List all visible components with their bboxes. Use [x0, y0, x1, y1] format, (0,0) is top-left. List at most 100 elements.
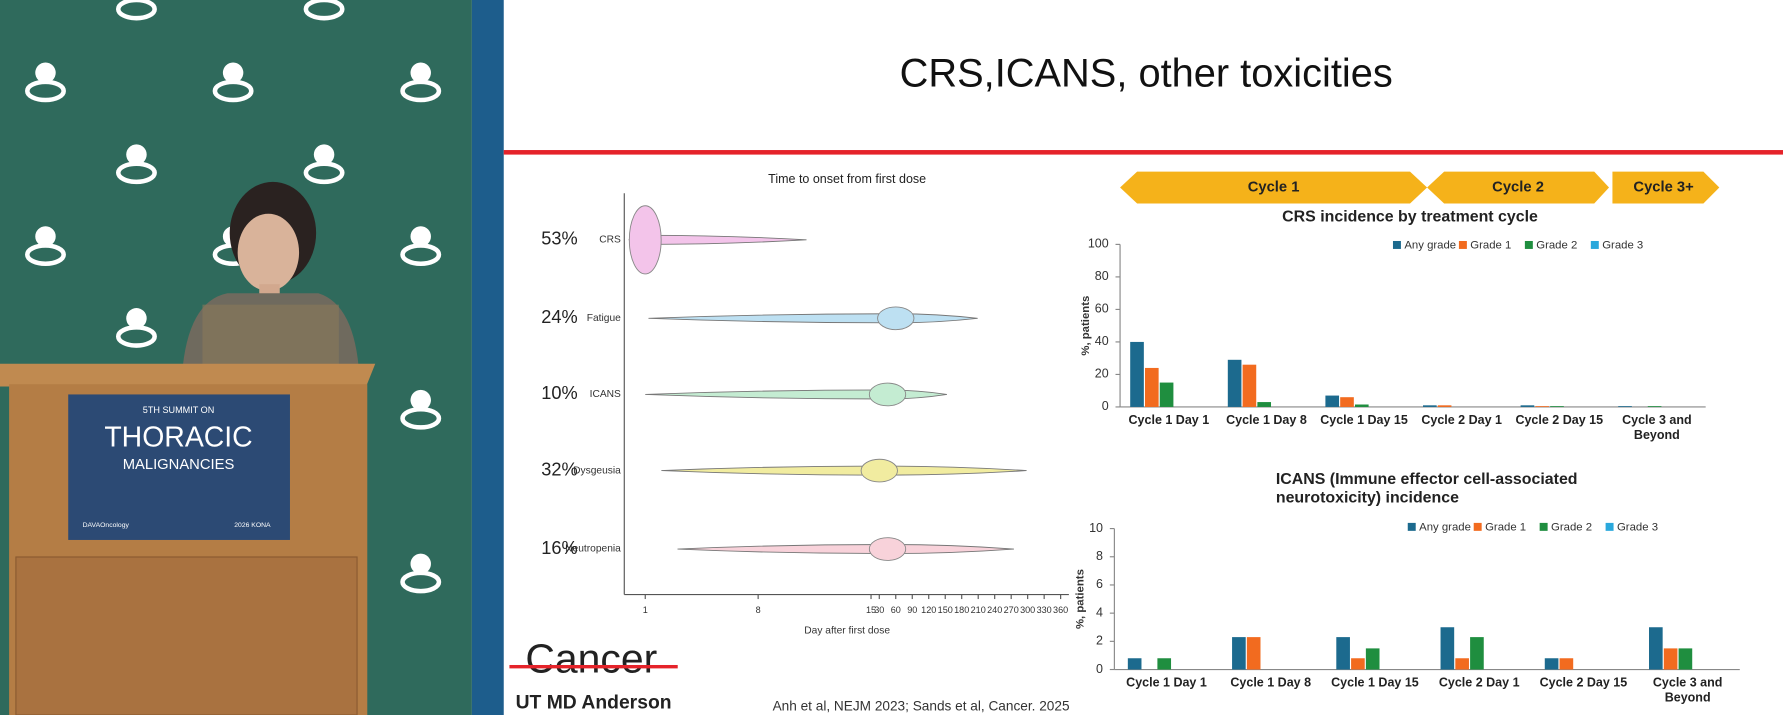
- category-label: Neutropenia: [565, 544, 621, 555]
- bar: [1336, 637, 1350, 670]
- bar: [1325, 395, 1340, 407]
- y-tick-label: 0: [1096, 662, 1103, 676]
- y-tick-label: 80: [1095, 269, 1109, 283]
- slide-title: CRS,ICANS, other toxicities: [900, 52, 1393, 96]
- x-tick-label: Cycle 3 and Beyond: [1622, 413, 1692, 442]
- y-tick-label: 2: [1096, 634, 1103, 648]
- category-label: Dysgeusia: [573, 465, 621, 476]
- x-tick-label-box: Cycle 1 Day 8: [1226, 414, 1307, 428]
- x-tick-label: 15: [866, 605, 876, 615]
- violin-body: [677, 544, 1014, 555]
- value-label: 16%: [541, 538, 577, 558]
- value-label: 10%: [541, 383, 577, 403]
- pattern-logo: [222, 62, 244, 83]
- x-tick-label: 240: [987, 605, 1002, 615]
- bar: [1649, 627, 1663, 670]
- x-tick-label: 1: [643, 605, 648, 615]
- legend-swatch: [1473, 522, 1482, 531]
- bar: [1550, 406, 1564, 407]
- y-tick-label: 6: [1096, 577, 1103, 591]
- bar: [1535, 406, 1550, 407]
- x-tick-label: Cycle 1 Day 15: [1331, 676, 1419, 690]
- bar: [1159, 382, 1174, 407]
- pattern-logo: [126, 308, 147, 329]
- x-tick-label: Cycle 1 Day 1: [1126, 676, 1207, 690]
- chart-title: Time to onset from first dose: [768, 172, 926, 186]
- cycle-arrow: [1120, 171, 1428, 204]
- x-tick-label: Cycle 2 Day 1: [1421, 413, 1502, 428]
- x-tick-label: 30: [874, 605, 884, 615]
- bar: [1246, 637, 1261, 670]
- x-tick-label-box: Cycle 3 and Beyond: [1622, 413, 1692, 442]
- bar: [1227, 359, 1242, 407]
- sign-text: MALIGNANCIES: [123, 457, 235, 473]
- x-tick-label-box: Cycle 2 Day 15: [1515, 414, 1603, 428]
- bar: [1365, 648, 1380, 670]
- bar: [1678, 648, 1693, 670]
- x-tick-label-box: Cycle 2 Day 15: [1539, 676, 1628, 690]
- sign-text: 2026 KONA: [234, 522, 271, 529]
- x-tick-label: 330: [1037, 605, 1052, 615]
- y-tick-label: 100: [1088, 237, 1109, 251]
- x-tick-label: 360: [1053, 605, 1068, 615]
- x-tick-label: 180: [954, 605, 969, 615]
- category-label: Fatigue: [587, 313, 621, 324]
- bar: [1127, 658, 1142, 670]
- x-tick-label: Cycle 2 Day 15: [1539, 676, 1628, 690]
- x-tick-label: Cycle 1 Day 15: [1320, 413, 1408, 428]
- x-tick-label: Cycle 1 Day 8: [1230, 676, 1312, 690]
- bar: [1520, 405, 1535, 407]
- pattern-logo: [410, 553, 431, 575]
- x-tick-label: 210: [971, 605, 986, 615]
- value-label: 32%: [541, 459, 577, 479]
- x-tick-label: 270: [1004, 605, 1019, 615]
- pattern-logo: [410, 389, 431, 411]
- pattern-logo: [313, 144, 335, 165]
- bar: [1559, 658, 1574, 670]
- podium-sign: [68, 394, 290, 540]
- y-tick-label: 60: [1095, 302, 1109, 316]
- cycle-label: Cycle 1: [1248, 179, 1300, 195]
- citation: Anh et al, NEJM 2023; Sands et al, Cance…: [773, 699, 1070, 714]
- podium-top: [0, 363, 376, 387]
- face: [237, 213, 300, 292]
- violin-peak: [628, 205, 662, 275]
- bar: [1423, 405, 1437, 407]
- legend-swatch: [1590, 240, 1599, 249]
- bar: [1157, 658, 1172, 670]
- pattern-logo: [410, 226, 431, 247]
- violin-body: [648, 313, 978, 324]
- sign-text: DAVAOncology: [83, 522, 130, 529]
- x-tick-label: 60: [891, 605, 901, 615]
- bar: [1130, 341, 1144, 407]
- sign-text: THORACIC: [104, 421, 252, 453]
- podium-panel: [15, 556, 358, 716]
- value-label: 24%: [541, 307, 577, 327]
- violin-body: [661, 465, 1027, 476]
- pattern-logo: [410, 62, 431, 83]
- bar: [1618, 406, 1632, 407]
- x-tick-label-box: Cycle 1 Day 15: [1331, 676, 1419, 690]
- x-tick-label-box: Cycle 2 Day 1: [1421, 413, 1502, 428]
- legend-label: Grade 1: [1470, 240, 1511, 252]
- speaker-photo: 5TH SUMMIT ON THORACIC MALIGNANCIES DAVA…: [0, 0, 504, 716]
- legend-label: Any grade: [1419, 521, 1471, 533]
- bar: [1437, 405, 1452, 407]
- x-tick-label-box: Cycle 2 Day 1: [1439, 676, 1520, 690]
- legend-swatch: [1392, 240, 1401, 249]
- bar: [1351, 658, 1365, 670]
- y-tick-label: 20: [1095, 367, 1109, 381]
- y-tick-label: 0: [1102, 399, 1109, 413]
- violin-peak: [877, 306, 915, 331]
- chart-title-box: CRS incidence by treatment cycle: [1282, 207, 1538, 225]
- legend-swatch: [1407, 522, 1416, 531]
- legend-label: Any grade: [1404, 240, 1456, 252]
- cycle-label: Cycle 3+: [1633, 179, 1694, 195]
- x-tick-label: 300: [1020, 605, 1035, 615]
- sign-text: 5TH SUMMIT ON: [143, 405, 214, 415]
- violin-peak: [860, 458, 898, 483]
- bar: [1470, 637, 1484, 670]
- bar: [1242, 364, 1257, 407]
- x-axis-label: Day after first dose: [804, 626, 890, 637]
